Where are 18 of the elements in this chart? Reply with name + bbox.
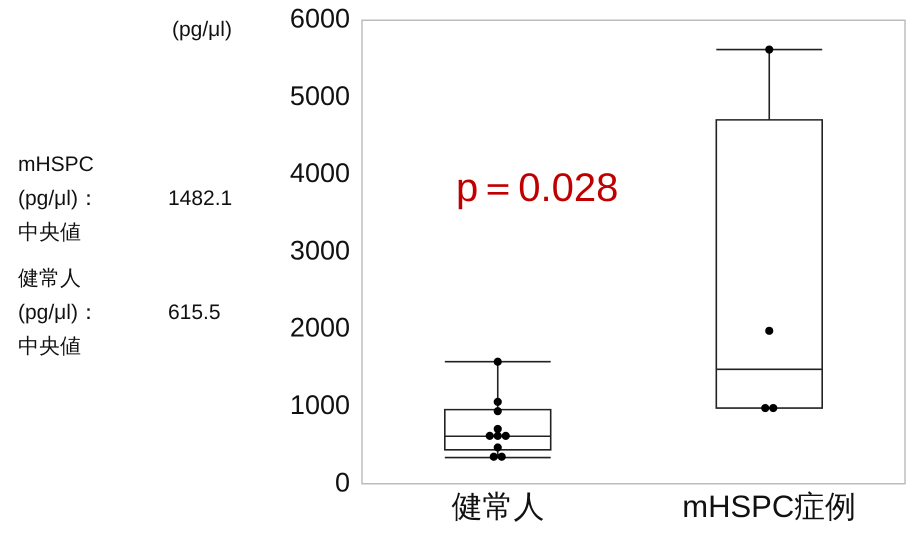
- y-tick-label: 1000: [290, 390, 350, 420]
- y-tick-label: 6000: [290, 4, 350, 34]
- y-tick-label: 5000: [290, 80, 350, 111]
- y-axis-title: (pg/μl): [172, 18, 232, 42]
- y-tick-label: 0: [334, 467, 350, 498]
- text: (pg/μl)：: [18, 186, 99, 212]
- text: 中央値: [18, 220, 81, 246]
- text: 1482.1: [168, 186, 232, 212]
- text: mHSPC: [18, 152, 94, 178]
- y-tick-label: 3000: [290, 235, 350, 266]
- text: 健常人: [18, 266, 81, 292]
- annotation: p＝0.028: [456, 165, 618, 212]
- text: 中央値: [18, 334, 81, 360]
- text: (pg/μl)：: [18, 300, 99, 326]
- text: 615.5: [168, 300, 221, 326]
- x-tick-label: mHSPC症例: [682, 488, 856, 524]
- y-tick-label: 2000: [290, 312, 350, 343]
- y-tick-label: 4000: [290, 158, 350, 188]
